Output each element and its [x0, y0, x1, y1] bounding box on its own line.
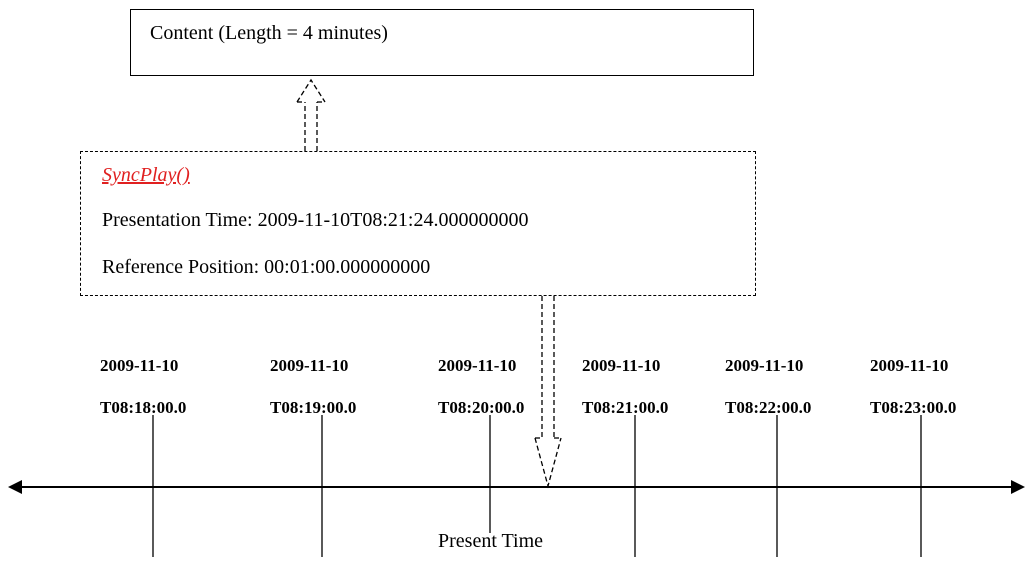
tick-time-label: T08:23:00.0: [870, 398, 957, 417]
dashed-up-arrow: [296, 78, 326, 151]
present-time-label: Present Time: [438, 530, 544, 552]
dashed-down-arrow: [534, 296, 562, 489]
right-arrowhead: [1011, 480, 1025, 494]
tick-date-label: 2009-11-10: [582, 356, 661, 375]
reference-position-text: Reference Position: 00:01:00.000000000: [102, 256, 431, 278]
tick-date-label: 2009-11-10: [100, 356, 179, 375]
tick-date-label: 2009-11-10: [270, 356, 349, 375]
tick-date-label: 2009-11-10: [870, 356, 949, 375]
tick-time-label: T08:19:00.0: [270, 398, 357, 417]
presentation-time-text: Presentation Time: 2009-11-10T08:21:24.0…: [102, 209, 529, 231]
content-label: Content (Length = 4 minutes): [150, 22, 388, 44]
tick-time-label: T08:22:00.0: [725, 398, 812, 417]
tick-time-label: T08:20:00.0: [438, 398, 525, 417]
content-box: [130, 9, 754, 76]
tick-time-label: T08:21:00.0: [582, 398, 669, 417]
left-arrowhead: [8, 480, 22, 494]
tick-date-label: 2009-11-10: [725, 356, 804, 375]
syncplay-box: [80, 151, 756, 296]
syncplay-title: SyncPlay(): [102, 164, 190, 186]
tick-date-label: 2009-11-10: [438, 356, 517, 375]
tick-time-label: T08:18:00.0: [100, 398, 187, 417]
